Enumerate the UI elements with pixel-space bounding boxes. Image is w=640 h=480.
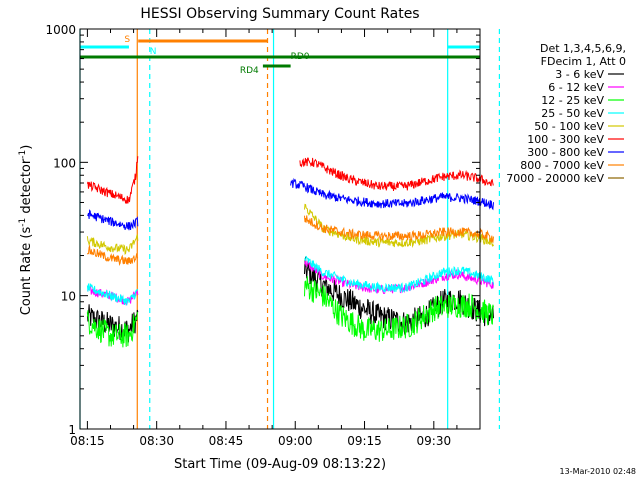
plot-frame: [79, 28, 481, 430]
series-line-3-seg2: [304, 255, 494, 294]
state-bar-label-4: RD4: [240, 66, 259, 76]
series-line-0-seg2: [304, 256, 494, 335]
legend-label-4: 50 - 100 keV: [534, 120, 604, 133]
axes: 08:15 08:30 08:45 09:00 09:15 09:30 1 10 100 1000: [45, 23, 481, 448]
series-line-4-seg2: [304, 203, 494, 249]
y-tick-label-0: 1: [68, 423, 76, 437]
y-axis-label: Count Rate (s-1 detector-1): [18, 145, 34, 316]
series-line-5-seg2: [299, 157, 494, 192]
legend-label-1: 6 - 12 keV: [548, 81, 604, 94]
series-line-7-seg1: [86, 244, 139, 266]
x-tick-label-1: 08:30: [139, 434, 174, 448]
series-line-5-seg1: [86, 156, 139, 204]
y-label-sup2: -1: [18, 150, 28, 159]
state-bar-label-3: RD0: [291, 52, 310, 62]
y-label-part1: Count Rate (s: [19, 227, 34, 316]
x-axis-label: Start Time (09-Aug-09 08:13:22): [174, 457, 386, 472]
y-tick-label-3: 1000: [45, 23, 76, 37]
x-tick-label-3: 09:00: [278, 434, 313, 448]
series-lines: [86, 156, 494, 348]
state-bar-label-1: N: [150, 47, 157, 57]
series-line-7-seg2: [304, 215, 494, 244]
series-line-2-seg2: [304, 276, 494, 342]
state-bar-label-0: S: [124, 35, 130, 45]
legend-label-2: 12 - 25 keV: [541, 94, 604, 107]
chart-title: HESSI Observing Summary Count Rates: [140, 6, 419, 22]
legend-label-3: 25 - 50 keV: [541, 107, 604, 120]
series-line-4-seg1: [86, 234, 139, 256]
series-line-3-seg1: [86, 283, 139, 306]
legend: Det 1,3,4,5,6,9,FDecim 1, Att 03 - 6 keV…: [506, 42, 626, 185]
y-label-part2: detector: [19, 158, 34, 218]
y-label-part3: ): [19, 145, 34, 150]
vertical-markers: [79, 29, 500, 429]
series-line-2-seg1: [86, 310, 139, 348]
legend-header-0: Det 1,3,4,5,6,9,: [540, 42, 626, 55]
series-line-6-seg1: [87, 209, 139, 231]
x-tick-label-5: 09:30: [417, 434, 452, 448]
legend-header-1: FDecim 1, Att 0: [541, 55, 626, 68]
x-tick-label-0: 08:15: [70, 434, 105, 448]
legend-label-6: 300 - 800 keV: [527, 146, 604, 159]
series-line-6-seg2: [290, 177, 494, 211]
y-tick-label-2: 100: [53, 156, 76, 170]
legend-label-7: 800 - 7000 keV: [520, 159, 604, 172]
legend-label-0: 3 - 6 keV: [555, 68, 604, 81]
state-bars: S N RD0 RD4: [80, 35, 480, 76]
y-tick-label-1: 10: [61, 290, 76, 304]
legend-label-8: 7000 - 20000 keV: [506, 172, 604, 185]
x-tick-label-2: 08:45: [209, 434, 244, 448]
y-label-sup1: -1: [18, 218, 28, 227]
legend-label-5: 100 - 300 keV: [527, 133, 604, 146]
x-tick-label-4: 09:15: [347, 434, 382, 448]
timestamp: 13-Mar-2010 02:48: [560, 467, 637, 476]
